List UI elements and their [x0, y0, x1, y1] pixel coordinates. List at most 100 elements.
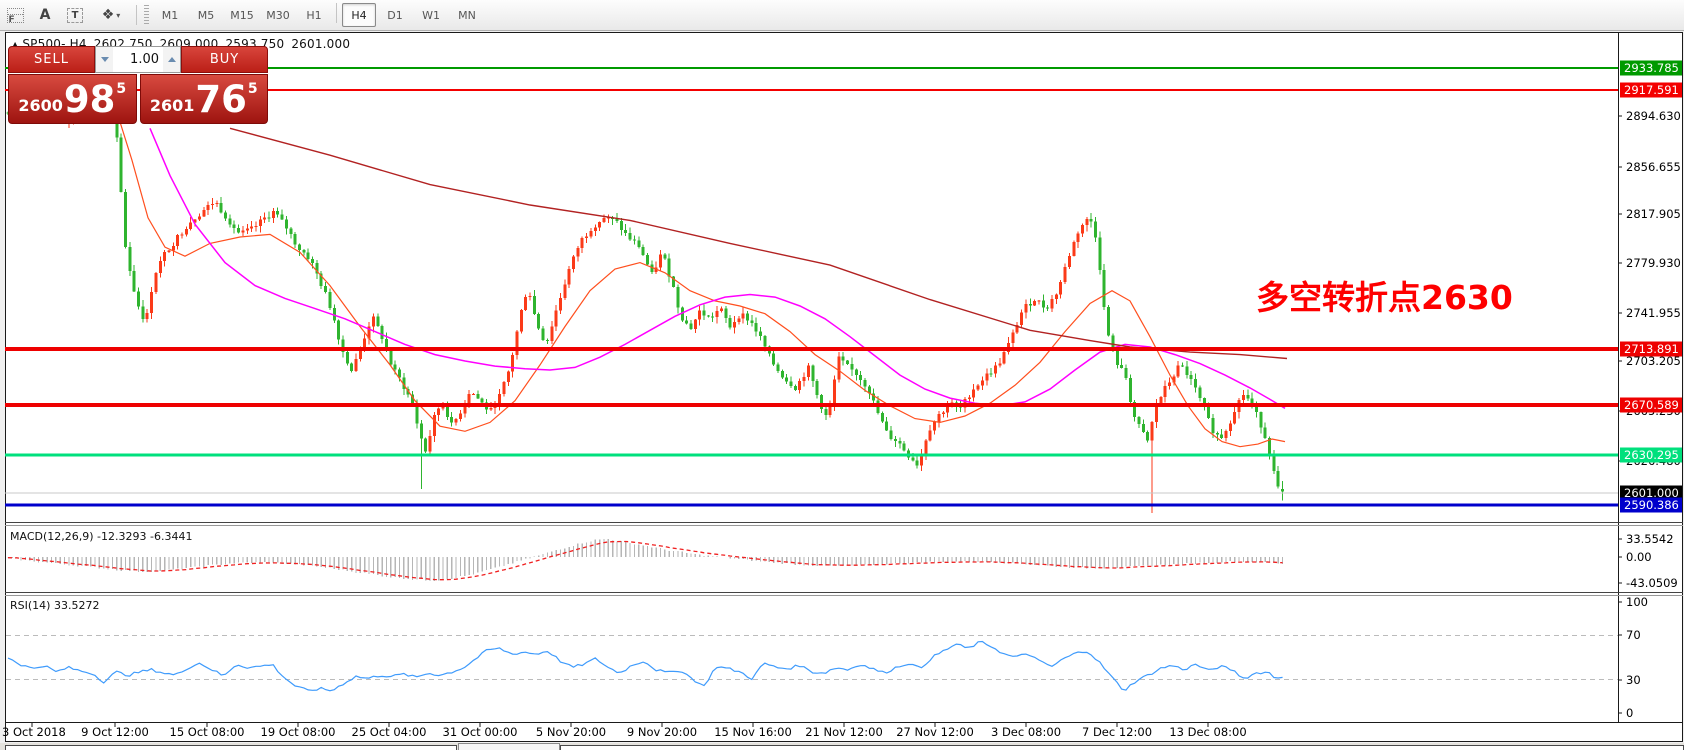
candle-body — [885, 421, 889, 431]
candle-body — [572, 256, 575, 270]
candle-body — [698, 310, 702, 320]
candle-body — [824, 408, 828, 416]
candle-body — [693, 319, 697, 329]
candle-body — [324, 285, 328, 293]
buy-price-box[interactable]: 2601 76 5 — [139, 74, 268, 124]
candle-body — [780, 370, 784, 378]
candle-body — [428, 436, 432, 452]
candle-body — [889, 430, 893, 440]
candle-body — [1111, 335, 1115, 350]
buy-price-sup: 5 — [247, 81, 258, 97]
candle-body — [1228, 423, 1232, 432]
candle-body — [650, 264, 654, 272]
text-tool-button[interactable]: A — [31, 2, 59, 28]
text-label-tool-button[interactable]: T — [61, 2, 89, 28]
arrows-tool-button[interactable]: ❖ ▾ — [91, 2, 131, 28]
candle-body — [537, 313, 541, 329]
candle-body — [985, 373, 989, 381]
timeframe-M30[interactable]: M30 — [266, 8, 290, 22]
timeframe-H4[interactable]: H4 — [342, 3, 376, 27]
candle-body — [219, 202, 223, 213]
candle-body — [454, 418, 458, 423]
candle-body — [319, 273, 323, 286]
price-level-label: 2590.386 — [1624, 498, 1679, 512]
candle-body — [867, 386, 871, 394]
candle-body — [754, 322, 758, 332]
candle-body — [893, 439, 897, 442]
candle-body — [1281, 489, 1285, 492]
price-level-label: 2601.000 — [1624, 486, 1679, 500]
candle-body — [732, 322, 736, 328]
candle-body — [437, 408, 441, 416]
price-level-badge — [1620, 497, 1682, 513]
ohlc-close: 2601.000 — [291, 37, 351, 51]
candle-body — [1015, 324, 1019, 333]
timeframe-M5[interactable]: M5 — [197, 8, 215, 22]
candle-body — [967, 397, 971, 399]
candle-body — [976, 385, 980, 390]
candle-body — [915, 460, 919, 466]
time-label: 3 Dec 08:00 — [991, 725, 1061, 739]
candle-body — [463, 403, 467, 414]
timeframe-M15[interactable]: M15 — [230, 8, 254, 22]
time-label: 9 Oct 12:00 — [81, 725, 149, 739]
candle-body — [232, 224, 236, 228]
candle-body — [1120, 364, 1124, 369]
candle-body — [1080, 224, 1084, 234]
candle-body — [215, 202, 219, 205]
candle-body — [711, 316, 715, 318]
timeframe-W1[interactable]: W1 — [422, 8, 440, 22]
time-label: 31 Oct 00:00 — [443, 725, 518, 739]
candle-body — [189, 222, 193, 230]
fibonacci-tool-button[interactable]: F — [1, 2, 29, 28]
timeframe-D1[interactable]: D1 — [387, 8, 403, 22]
candle-body — [980, 380, 984, 386]
timeframe-M1[interactable]: M1 — [161, 8, 179, 22]
candle-body — [176, 235, 180, 247]
candle-body — [1050, 298, 1054, 309]
window-edge-button[interactable] — [458, 743, 560, 750]
candle-body — [1246, 394, 1250, 399]
candle-body — [241, 230, 245, 233]
candle-body — [250, 226, 254, 229]
volume-increase-button[interactable] — [163, 47, 180, 72]
candle-body — [1107, 307, 1111, 336]
candle-body — [1098, 237, 1102, 270]
volume-stepper: 1.00 — [95, 46, 181, 73]
timeframe-MN[interactable]: MN — [458, 8, 476, 22]
candle-body — [1241, 394, 1245, 400]
volume-decrease-button[interactable] — [96, 47, 113, 72]
candle-body — [237, 227, 241, 233]
candle-body — [1154, 405, 1158, 423]
candle-body — [341, 339, 345, 352]
buy-button[interactable]: BUY — [181, 46, 268, 73]
collapse-triangle-icon[interactable]: ▲ — [12, 40, 19, 49]
rsi-tick-label: 0 — [1626, 706, 1633, 720]
candle-body — [284, 219, 288, 229]
candle-body — [1198, 387, 1202, 399]
sell-button[interactable]: SELL — [8, 46, 95, 73]
candle-body — [193, 219, 197, 223]
volume-value[interactable]: 1.00 — [130, 52, 159, 67]
candle-body — [158, 261, 162, 273]
candle-body — [606, 217, 610, 219]
sell-price-box[interactable]: 2600 98 5 — [8, 74, 137, 124]
timeframe-H1[interactable]: H1 — [306, 8, 322, 22]
candle-body — [1028, 304, 1032, 306]
candle-body — [1146, 432, 1150, 441]
candle-body — [763, 335, 767, 347]
macd-tick-label: 33.5542 — [1626, 532, 1674, 546]
candle-body — [502, 381, 506, 395]
candle-body — [1094, 221, 1097, 238]
toolbar-grip[interactable] — [144, 5, 149, 25]
candle-body — [476, 394, 480, 399]
chart-annotation-text: 多空转折点2630 — [1256, 278, 1513, 317]
candle-body — [254, 225, 258, 227]
candle-body — [1037, 300, 1041, 302]
candle-body — [358, 348, 362, 360]
candle-body — [1176, 365, 1180, 377]
candle-body — [593, 227, 597, 231]
toolbar-separator — [336, 3, 337, 23]
candle-body — [585, 236, 589, 239]
